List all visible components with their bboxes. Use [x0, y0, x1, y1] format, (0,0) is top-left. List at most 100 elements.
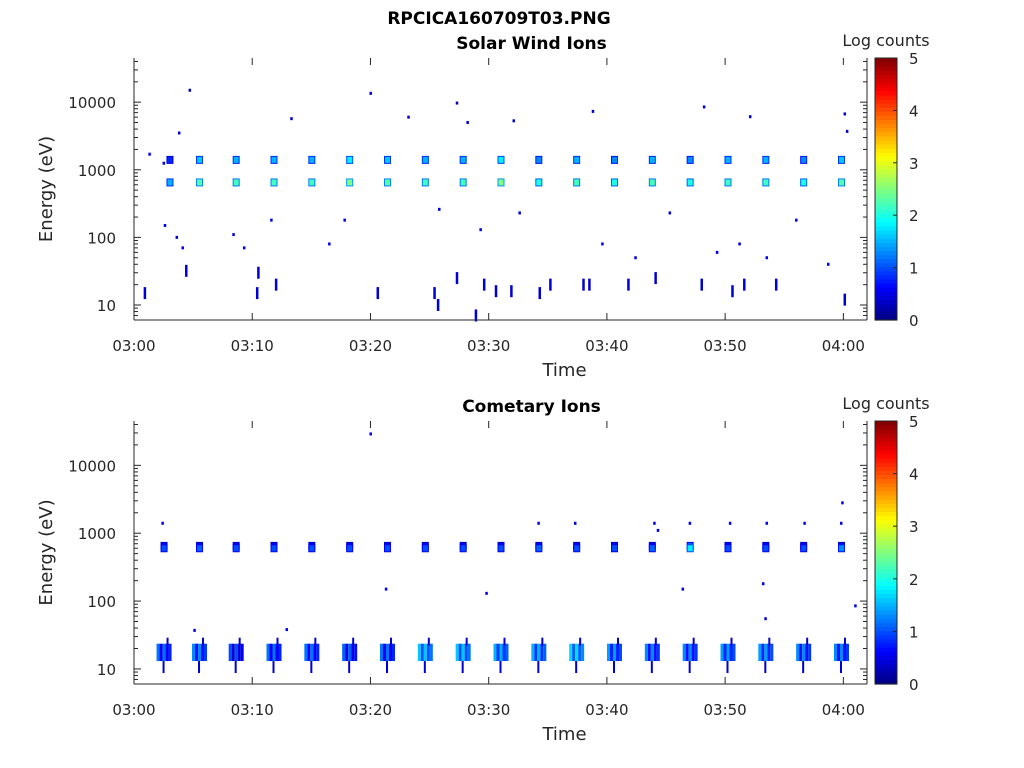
data-point	[384, 587, 388, 591]
band-pixel	[611, 156, 617, 163]
data-streak	[257, 266, 260, 279]
colorbar-segment	[875, 283, 897, 288]
colorbar-segment	[875, 626, 897, 632]
low-band-pixel	[534, 643, 538, 662]
low-band-pixel	[234, 643, 238, 662]
low-band-pixel	[195, 643, 199, 662]
x-tick-label: 04:00	[822, 337, 865, 355]
band-pixel	[649, 545, 655, 552]
colorbar-segment	[875, 82, 897, 88]
low-band-pixel	[392, 643, 396, 662]
band-pixel	[838, 156, 844, 163]
data-streak	[549, 278, 552, 291]
low-band-pixel	[647, 643, 651, 662]
colorbar-segment	[875, 560, 897, 566]
band-pixel	[574, 156, 580, 163]
colorbar-segment	[875, 597, 897, 603]
band-pixel	[161, 545, 167, 552]
colorbar-segment	[875, 291, 897, 297]
colorbar-segment	[875, 98, 897, 104]
colorbar-segment	[875, 482, 897, 488]
figure-title: RPCICA160709T03.PNG	[387, 9, 610, 29]
data-point	[688, 521, 692, 525]
colorbar-segment	[875, 437, 897, 443]
low-band-pixel	[234, 661, 237, 674]
data-point	[843, 112, 847, 116]
low-band-pixel	[499, 661, 502, 674]
colorbar-segment	[875, 618, 897, 623]
data-streak	[510, 285, 513, 298]
colorbar-segment	[875, 156, 897, 161]
low-band-pixel	[380, 643, 384, 662]
data-streak	[700, 278, 703, 291]
colorbar-segment	[875, 74, 897, 80]
band-pixel	[498, 179, 504, 186]
y-tick-label: 1000	[78, 162, 116, 180]
data-point	[328, 242, 331, 246]
low-band-pixel	[278, 643, 282, 662]
data-point	[242, 246, 246, 250]
low-band-pixel	[493, 643, 497, 662]
colorbar-segment	[875, 189, 897, 194]
colorbar-tick-label: 2	[909, 571, 919, 589]
low-band-pixel	[461, 661, 464, 674]
data-point	[738, 242, 741, 246]
colorbar-segment	[875, 441, 897, 447]
colorbar-segment	[875, 266, 897, 272]
band-pixel	[801, 179, 807, 186]
colorbar-segment	[875, 614, 897, 619]
plot-area	[134, 58, 867, 320]
low-band-pixel	[269, 643, 273, 662]
low-band-pixel	[581, 643, 585, 662]
colorbar-segment	[875, 66, 897, 71]
colorbar-segment	[875, 90, 897, 96]
colorbar-segment	[875, 205, 897, 211]
colorbar-segment	[875, 217, 897, 223]
colorbar-segment	[875, 111, 897, 116]
data-streak	[494, 285, 498, 298]
colorbar-segment	[875, 201, 897, 206]
colorbar-segment	[875, 107, 897, 112]
low-band-pixel	[165, 643, 169, 662]
data-point	[290, 117, 293, 121]
data-point	[591, 109, 595, 113]
low-band-pixel	[799, 643, 803, 662]
data-streak	[582, 278, 585, 291]
band-pixel	[687, 179, 693, 186]
low-band-pixel	[204, 643, 208, 662]
low-band-pixel	[767, 643, 771, 662]
band-pixel	[385, 179, 391, 186]
band-pixel	[687, 156, 693, 163]
data-point	[407, 115, 410, 119]
data-point	[748, 115, 752, 119]
colorbar-segment	[875, 601, 897, 607]
colorbar-segment	[875, 299, 897, 305]
low-band-pixel	[310, 643, 314, 662]
colorbar-segment	[875, 119, 897, 125]
low-band-pixel	[796, 643, 800, 662]
colorbar-label: Log counts	[842, 394, 929, 413]
low-band-pixel	[616, 637, 619, 646]
band-pixel	[838, 545, 844, 552]
x-tick-label: 03:30	[467, 337, 510, 355]
low-band-pixel	[688, 661, 691, 674]
colorbar-segment	[875, 531, 897, 537]
data-point	[795, 218, 798, 222]
low-band-pixel	[732, 643, 736, 662]
data-point	[845, 129, 849, 133]
low-band-pixel	[348, 661, 351, 674]
low-band-pixel	[806, 637, 809, 646]
colorbar-segment	[875, 642, 897, 648]
band-pixel	[385, 545, 391, 552]
data-point	[512, 119, 516, 123]
low-band-pixel	[266, 643, 270, 662]
band-pixel	[574, 545, 580, 552]
panel-title: Cometary Ions	[462, 397, 601, 417]
colorbar-segment	[875, 425, 897, 430]
colorbar-segment	[875, 197, 897, 202]
low-band-pixel	[644, 643, 648, 662]
low-band-pixel	[764, 661, 767, 674]
colorbar-segment	[875, 86, 897, 92]
